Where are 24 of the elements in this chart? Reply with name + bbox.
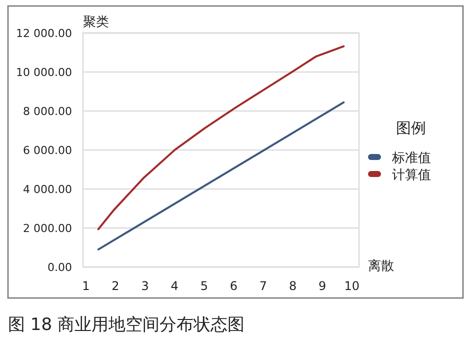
y-tick-label: 10 000.00 <box>16 66 72 79</box>
y-tick-label: 8 000.00 <box>23 105 72 118</box>
legend-label: 计算值 <box>392 168 431 183</box>
y-tick-label: 12 000.00 <box>16 27 72 40</box>
x-axis-title: 离散 <box>368 258 394 274</box>
caption: 图 18 商业用地空间分布状态图 <box>8 315 244 335</box>
x-tick-label: 6 <box>230 279 238 293</box>
x-tick-label: 1 <box>82 279 90 293</box>
y-axis-title: 聚类 <box>83 15 109 30</box>
y-tick-label: 0.00 <box>48 261 72 274</box>
x-tick-label: 3 <box>141 279 149 293</box>
x-tick-label: 10 <box>344 279 360 293</box>
line-series <box>97 45 345 230</box>
legend-title: 图例 <box>396 119 426 137</box>
legend-label: 标准值 <box>391 151 431 166</box>
y-tick-label: 2 000.00 <box>23 222 72 235</box>
x-tick-label: 9 <box>318 279 326 293</box>
x-tick-label: 2 <box>112 279 120 293</box>
y-tick-label: 4 000.00 <box>23 183 72 196</box>
y-tick-label: 6 000.00 <box>23 144 72 157</box>
x-tick-label: 5 <box>200 279 208 293</box>
x-tick-label: 8 <box>288 279 297 293</box>
x-tick-label: 7 <box>259 279 268 293</box>
x-tick-label: 4 <box>170 279 178 293</box>
